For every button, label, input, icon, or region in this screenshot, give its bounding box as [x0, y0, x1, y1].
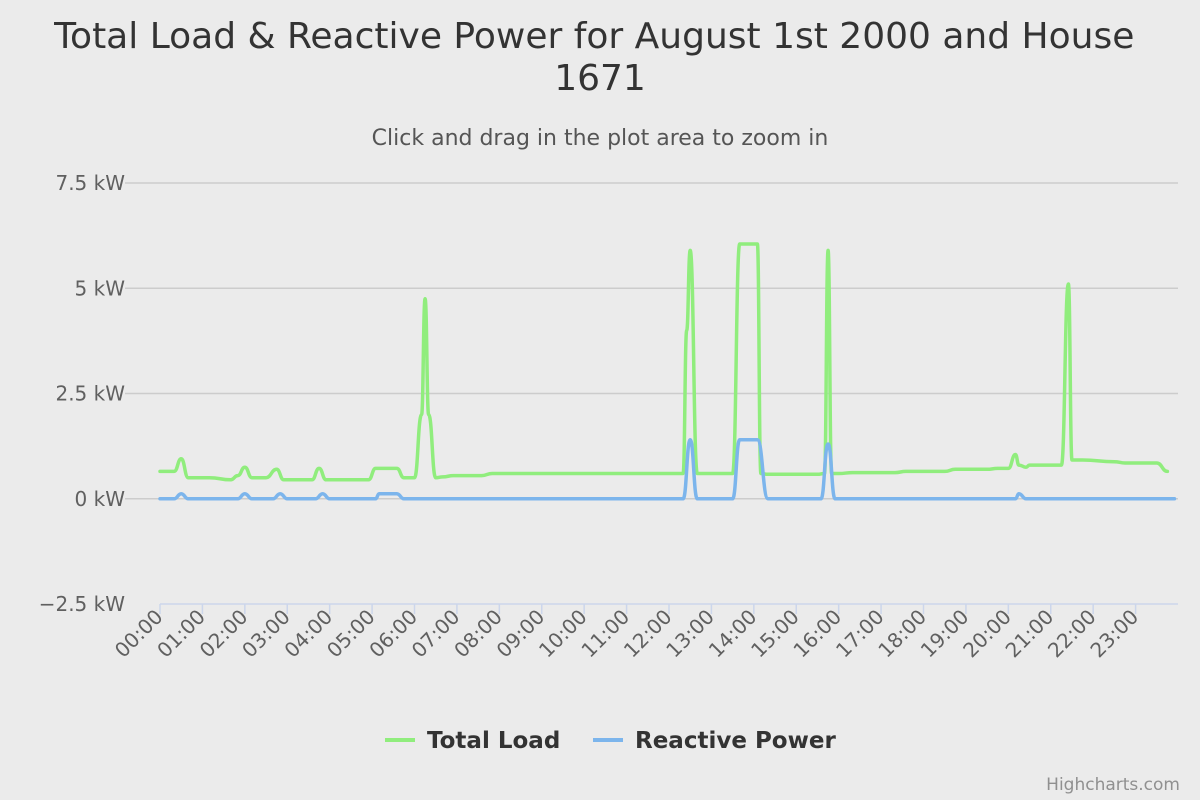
x-tick-label: 15:00: [746, 605, 804, 663]
x-tick-label: 09:00: [492, 605, 550, 663]
series-line-total-load[interactable]: [158, 242, 1170, 482]
legend-label: Total Load: [427, 728, 560, 754]
y-tick-label: 0 kW: [75, 487, 126, 511]
credits-link[interactable]: Highcharts.com: [1046, 775, 1180, 795]
x-tick-label: 05:00: [322, 605, 380, 663]
y-tick-label: 2.5 kW: [55, 382, 125, 406]
grid-lines: [125, 182, 1178, 500]
x-tick-label: 06:00: [364, 605, 422, 663]
x-tick-label: 03:00: [237, 605, 295, 663]
x-tick-label: 01:00: [152, 605, 210, 663]
y-axis-labels: 7.5 kW 5 kW 2.5 kW 0 kW −2.5 kW: [39, 171, 126, 616]
x-tick-label: 10:00: [534, 605, 592, 663]
x-axis: 00:0001:0002:0003:0004:0005:0006:0007:00…: [110, 603, 1178, 663]
chart-subtitle: Click and drag in the plot area to zoom …: [372, 126, 829, 151]
x-tick-label: 13:00: [661, 605, 719, 663]
x-tick-label: 22:00: [1043, 605, 1101, 663]
y-tick-label: 5 kW: [75, 276, 126, 300]
x-tick-label: 23:00: [1085, 605, 1143, 663]
x-tick-label: 11:00: [576, 605, 634, 663]
x-tick-label: 14:00: [704, 605, 762, 663]
x-tick-label: 21:00: [1001, 605, 1059, 663]
legend-item-total-load[interactable]: Total Load: [385, 728, 560, 754]
x-tick-label: 08:00: [449, 605, 507, 663]
x-tick-label: 02:00: [195, 605, 253, 663]
series-line-reactive-power[interactable]: [158, 438, 1177, 501]
series-lines[interactable]: [158, 242, 1177, 501]
legend-label: Reactive Power: [635, 728, 836, 754]
x-tick-label: 16:00: [788, 605, 846, 663]
x-tick-label: 18:00: [873, 605, 931, 663]
x-tick-label: 17:00: [831, 605, 889, 663]
chart-title: Total Load & Reactive Power for August 1…: [53, 16, 1146, 99]
x-tick-label: 04:00: [279, 605, 337, 663]
chart-title-line-1: Total Load & Reactive Power for August 1…: [53, 16, 1134, 57]
x-tick-label: 20:00: [958, 605, 1016, 663]
x-tick-label: 07:00: [407, 605, 465, 663]
legend[interactable]: Total Load Reactive Power: [385, 728, 836, 754]
legend-item-reactive-power[interactable]: Reactive Power: [593, 728, 836, 754]
chart-title-line-2: 1671: [554, 58, 646, 99]
x-tick-label: 19:00: [916, 605, 974, 663]
y-tick-label: 7.5 kW: [55, 171, 125, 195]
x-tick-label: 12:00: [619, 605, 677, 663]
y-tick-label: −2.5 kW: [39, 592, 126, 616]
